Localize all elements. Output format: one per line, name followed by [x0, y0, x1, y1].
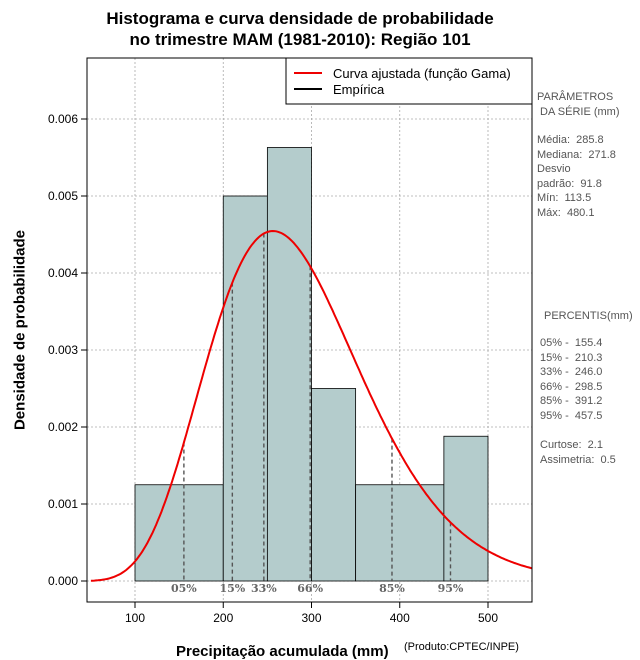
- params-values: Média: 285.8 Mediana: 271.8 Desvio padrã…: [537, 134, 616, 219]
- y-tick-label: 0.001: [48, 497, 78, 511]
- percentile-marker-label: 66%: [297, 582, 323, 595]
- percentiles-values: 05% - 155.4 15% - 210.3 33% - 246.0 66% …: [540, 337, 603, 422]
- x-tick-label: 400: [390, 611, 410, 625]
- legend-label: Empírica: [333, 82, 385, 97]
- percentiles-title: PERCENTIS(mm): [544, 310, 633, 322]
- percentile-marker-label: 95%: [438, 582, 464, 595]
- y-tick-label: 0.006: [48, 112, 78, 126]
- percentile-marker-label: 85%: [379, 582, 405, 595]
- x-tick-label: 500: [478, 611, 498, 625]
- legend-box: [285, 57, 533, 105]
- histogram-bar: [134, 484, 224, 582]
- x-tick-label: 300: [301, 611, 321, 625]
- histogram-bar: [222, 195, 268, 582]
- product-credit: (Produto:CPTEC/INPE): [404, 641, 519, 653]
- percentile-marker-label: 15%: [219, 582, 245, 595]
- histogram-bar: [443, 435, 489, 582]
- percentile-marker-label: 33%: [251, 582, 277, 595]
- x-tick-label: 200: [213, 611, 233, 625]
- y-tick-label: 0.005: [48, 189, 78, 203]
- y-axis-label: Densidade de probabilidade: [11, 229, 29, 431]
- shape-stats: Curtose: 2.1 Assimetria: 0.5: [540, 439, 616, 466]
- y-tick-label: 0.004: [48, 266, 78, 280]
- x-axis-label: Precipitação acumulada (mm): [176, 643, 389, 660]
- histogram-bar: [355, 484, 445, 582]
- y-tick-label: 0.002: [48, 420, 78, 434]
- y-tick-label: 0.003: [48, 343, 78, 357]
- params-title: PARÂMETROS DA SÉRIE (mm): [537, 91, 620, 118]
- chart-title-line-1: Histograma e curva densidade de probabil…: [106, 9, 494, 28]
- percentile-marker-label: 05%: [171, 582, 197, 595]
- gamma-fit-curve: [90, 229, 533, 582]
- y-tick-label: 0.000: [48, 574, 78, 588]
- legend-label: Curva ajustada (função Gama): [333, 66, 511, 81]
- histogram-bar: [266, 147, 312, 582]
- chart-title-line-2: no trimestre MAM (1981-2010): Região 101: [129, 30, 471, 49]
- histogram-bar: [311, 388, 357, 582]
- x-tick-label: 100: [125, 611, 145, 625]
